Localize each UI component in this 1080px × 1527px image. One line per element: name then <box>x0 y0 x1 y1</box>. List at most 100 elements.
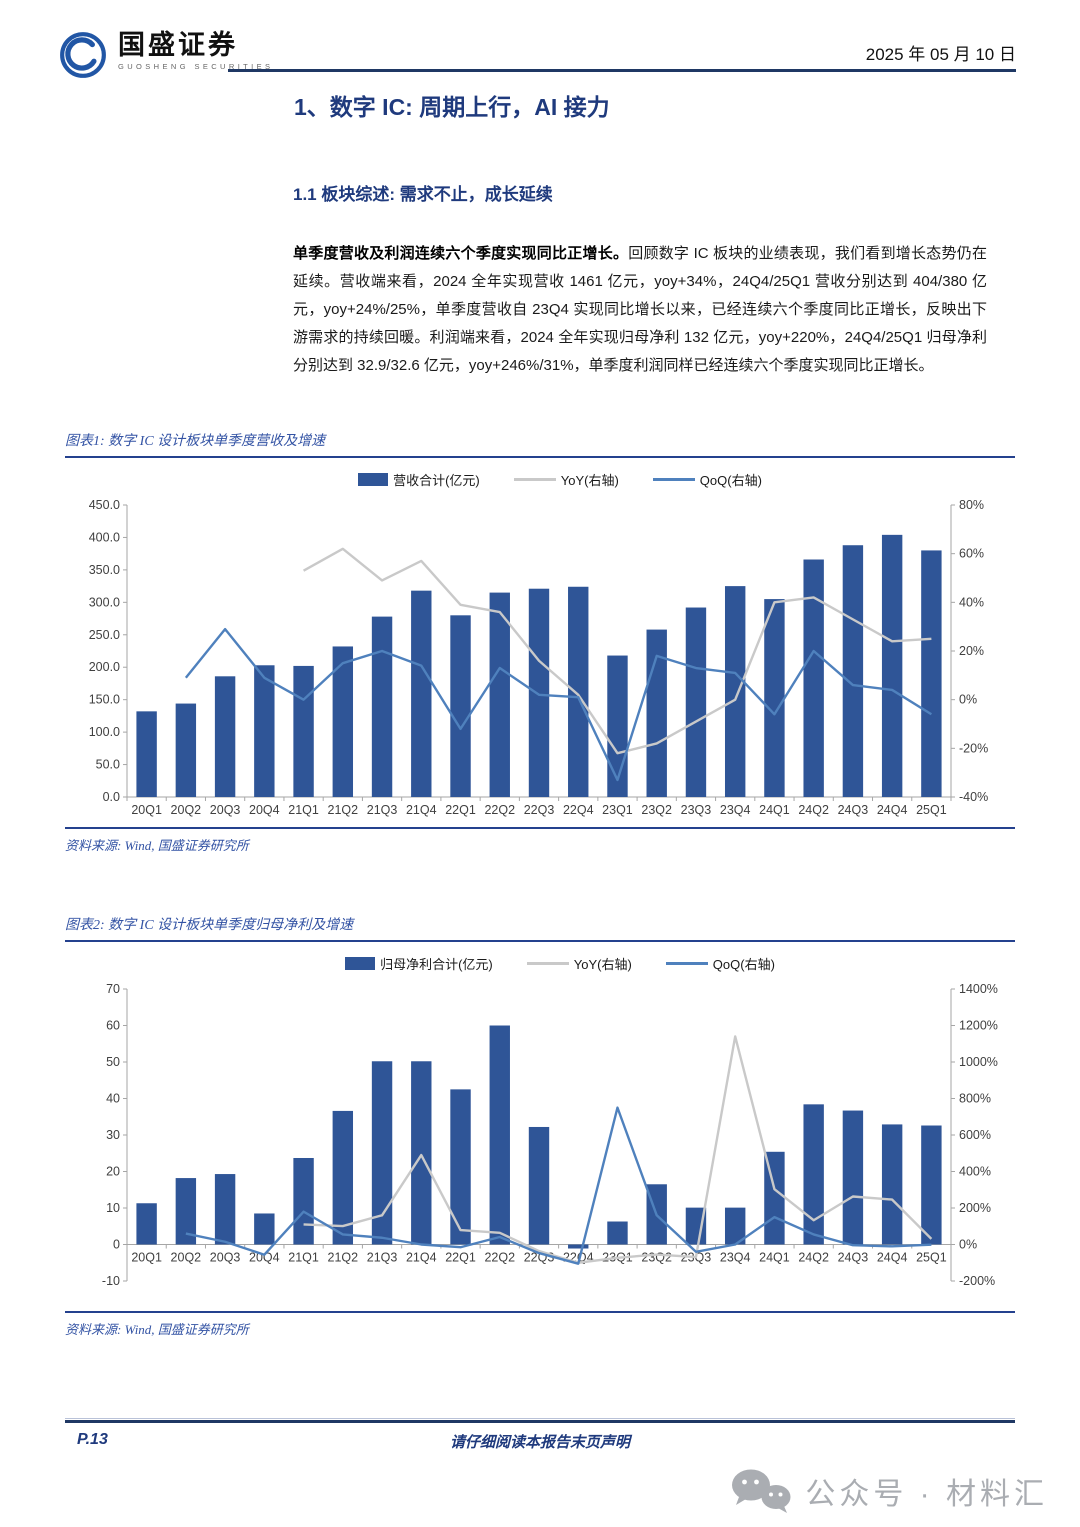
svg-text:24Q2: 24Q2 <box>798 803 829 817</box>
figure-1-caption: 图表1: 数字 IC 设计板块单季度营收及增速 <box>65 434 326 449</box>
svg-text:23Q2: 23Q2 <box>641 1251 672 1265</box>
legend-item-yoy: YoY(右轴) <box>513 470 619 489</box>
svg-text:30: 30 <box>106 1128 120 1142</box>
legend-item-netprofit: 归母净利合计(亿元) <box>345 954 493 973</box>
svg-text:-40%: -40% <box>959 790 988 804</box>
svg-text:23Q3: 23Q3 <box>681 803 712 817</box>
legend-item-revenue: 营收合计(亿元) <box>358 470 480 489</box>
svg-text:40%: 40% <box>959 595 984 609</box>
svg-text:23Q1: 23Q1 <box>602 803 633 817</box>
legend-item-qoq: QoQ(右轴) <box>652 470 762 489</box>
legend-label: YoY(右轴) <box>560 473 619 488</box>
svg-text:21Q2: 21Q2 <box>328 1251 359 1265</box>
watermark-text: 公众号 · 材料汇 <box>805 1478 1048 1511</box>
svg-text:150.0: 150.0 <box>89 693 120 707</box>
revenue-quarterly-chart: 0.0 50.0 100.0 150.0 200.0 250.0 300.0 350.0 400… <box>89 498 988 817</box>
line-swatch-icon <box>665 962 708 965</box>
svg-text:23Q4: 23Q4 <box>720 1251 751 1265</box>
svg-text:200.0: 200.0 <box>89 660 120 674</box>
svg-text:0%: 0% <box>959 693 977 707</box>
svg-text:400%: 400% <box>959 1165 991 1179</box>
svg-text:25Q1: 25Q1 <box>916 1251 947 1265</box>
figure-2-source: 资料来源: Wind, 国盛证券研究所 <box>65 1311 1015 1338</box>
svg-text:20Q3: 20Q3 <box>210 1251 241 1265</box>
legend-label: 归母净利合计(亿元) <box>380 957 493 972</box>
page-footer: P.13 请仔细阅读本报告末页声明 <box>65 1418 1015 1455</box>
svg-text:10: 10 <box>106 1201 120 1215</box>
svg-text:22Q1: 22Q1 <box>445 1251 476 1265</box>
svg-text:21Q1: 21Q1 <box>288 803 319 817</box>
svg-text:21Q3: 21Q3 <box>367 803 398 817</box>
svg-text:300.0: 300.0 <box>89 595 120 609</box>
paragraph-body: 回顾数字 IC 板块的业绩表现，我们看到增长态势仍在延续。营收端来看，2024 … <box>293 245 987 374</box>
svg-text:0%: 0% <box>959 1238 977 1252</box>
svg-text:1400%: 1400% <box>959 982 998 996</box>
svg-text:24Q3: 24Q3 <box>838 1251 869 1265</box>
legend-label: QoQ(右轴) <box>712 957 775 972</box>
svg-text:70: 70 <box>106 982 120 996</box>
svg-text:100.0: 100.0 <box>89 725 120 739</box>
figure-2-top-rule <box>65 940 1015 942</box>
brand-name-en: GUOSHENG SECURITIES <box>118 62 274 72</box>
netprofit-quarterly-chart: -10 0 10 20 30 40 50 60 70 -200% 0% 200% 400% 600% 800… <box>102 982 998 1288</box>
footer-divider-dark <box>65 1420 1015 1423</box>
svg-text:40: 40 <box>106 1092 120 1106</box>
svg-text:22Q2: 22Q2 <box>484 803 515 817</box>
svg-text:25Q1: 25Q1 <box>916 803 947 817</box>
legend-label: YoY(右轴) <box>573 957 632 972</box>
svg-text:21Q1: 21Q1 <box>288 1251 319 1265</box>
brand-logo: 国盛证券 GUOSHENG SECURITIES <box>58 30 273 80</box>
svg-text:50.0: 50.0 <box>96 758 120 772</box>
svg-text:22Q2: 22Q2 <box>484 1251 515 1265</box>
svg-text:22Q1: 22Q1 <box>445 803 476 817</box>
svg-text:350.0: 350.0 <box>89 563 120 577</box>
svg-text:0: 0 <box>113 1238 120 1252</box>
wechat-icon <box>732 1469 791 1513</box>
svg-text:20Q4: 20Q4 <box>249 1251 280 1265</box>
page-number: P.13 <box>77 1431 108 1448</box>
svg-text:-10: -10 <box>102 1274 120 1288</box>
legend-label: 营收合计(亿元) <box>393 473 480 488</box>
svg-text:22Q4: 22Q4 <box>563 803 594 817</box>
paragraph-lead: 单季度营收及利润连续六个季度实现同比正增长。 <box>293 245 629 262</box>
figure-2: 图表2: 数字 IC 设计板块单季度归母净利及增速 归母净利合计(亿元) YoY… <box>65 914 1015 1338</box>
svg-text:450.0: 450.0 <box>89 498 120 512</box>
svg-text:20Q1: 20Q1 <box>131 803 162 817</box>
body-paragraph: 单季度营收及利润连续六个季度实现同比正增长。回顾数字 IC 板块的业绩表现，我们… <box>293 240 987 380</box>
page-title: 1、数字 IC: 周期上行，AI 接力 <box>294 94 610 120</box>
svg-text:24Q4: 24Q4 <box>877 1251 908 1265</box>
svg-text:21Q4: 21Q4 <box>406 1251 437 1265</box>
svg-text:23Q2: 23Q2 <box>641 803 672 817</box>
svg-text:800%: 800% <box>959 1092 991 1106</box>
svg-text:24Q1: 24Q1 <box>759 1251 790 1265</box>
svg-text:21Q4: 21Q4 <box>406 803 437 817</box>
report-date: 2025 年 05 月 10 日 <box>865 45 1016 64</box>
svg-text:24Q2: 24Q2 <box>798 1251 829 1265</box>
svg-text:250.0: 250.0 <box>89 628 120 642</box>
footer-divider-light <box>65 1418 1015 1419</box>
legend-label: QoQ(右轴) <box>699 473 762 488</box>
svg-text:60: 60 <box>106 1019 120 1033</box>
svg-text:1000%: 1000% <box>959 1055 998 1069</box>
svg-text:23Q4: 23Q4 <box>720 803 751 817</box>
svg-text:20: 20 <box>106 1165 120 1179</box>
figure-1-top-rule <box>65 456 1015 458</box>
svg-text:24Q1: 24Q1 <box>759 803 790 817</box>
svg-text:20Q2: 20Q2 <box>171 803 202 817</box>
legend-item-qoq: QoQ(右轴) <box>665 954 775 973</box>
svg-text:20Q3: 20Q3 <box>210 803 241 817</box>
svg-text:24Q4: 24Q4 <box>877 803 908 817</box>
svg-text:20Q2: 20Q2 <box>171 1251 202 1265</box>
svg-text:60%: 60% <box>959 547 984 561</box>
svg-text:-20%: -20% <box>959 741 988 755</box>
line-swatch-icon <box>513 478 556 481</box>
figure-1: 图表1: 数字 IC 设计板块单季度营收及增速 营收合计(亿元) YoY(右轴)… <box>65 430 1015 854</box>
bar-swatch-icon <box>345 957 376 970</box>
watermark: 公众号 · 材料汇 <box>729 1468 1048 1514</box>
header-divider <box>228 69 1016 72</box>
figure-2-legend: 归母净利合计(亿元) YoY(右轴) QoQ(右轴) <box>105 954 1015 973</box>
svg-text:1200%: 1200% <box>959 1019 998 1033</box>
svg-text:-200%: -200% <box>959 1274 995 1288</box>
footer-disclaimer: 请仔细阅读本报告末页声明 <box>449 1434 630 1451</box>
